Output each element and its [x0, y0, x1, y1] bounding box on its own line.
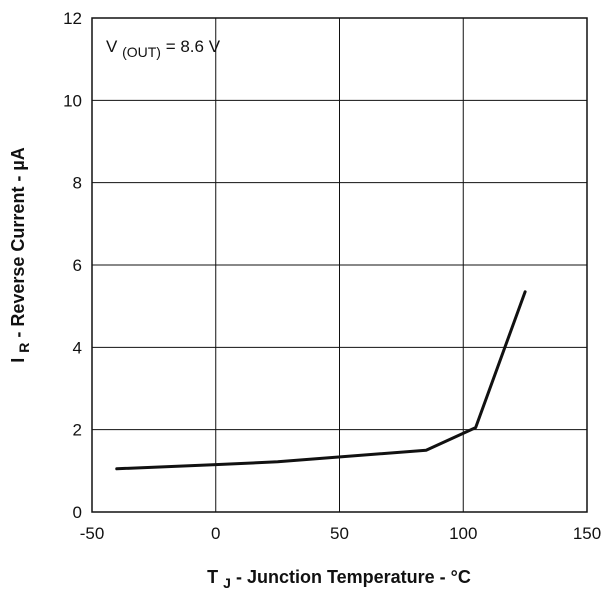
x-tick-label-1: 0 [211, 524, 220, 543]
y-tick-label-5: 10 [63, 91, 82, 110]
x-tick-label-4: 150 [573, 524, 601, 543]
y-tick-label-3: 6 [73, 256, 82, 275]
x-tick-label-3: 100 [449, 524, 477, 543]
y-tick-label-4: 8 [73, 174, 82, 193]
tick-layer: -50 0 50 100 150 0 2 4 6 8 10 12 [63, 9, 601, 543]
plot-frame [91, 17, 588, 513]
x-axis-title: T J - Junction Temperature - °C [207, 567, 471, 592]
grid-layer [92, 18, 587, 512]
series-layer [115, 290, 527, 471]
y-tick-label-0: 0 [73, 503, 82, 522]
series-line-0 [115, 290, 527, 471]
annotation-label: V (OUT) = 8.6 V [106, 37, 221, 61]
x-tick-label-0: -50 [80, 524, 105, 543]
x-tick-label-2: 50 [330, 524, 349, 543]
y-tick-label-1: 2 [73, 421, 82, 440]
y-tick-label-6: 12 [63, 9, 82, 28]
y-tick-label-2: 4 [73, 338, 82, 357]
y-axis-title: I R - Reverse Current - µA [8, 147, 33, 363]
